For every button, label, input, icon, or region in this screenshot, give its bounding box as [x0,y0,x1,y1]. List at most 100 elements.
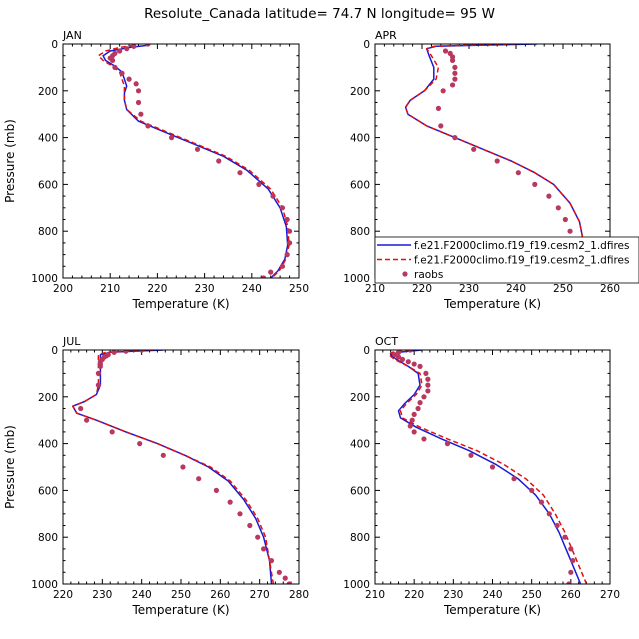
plot-area [404,44,587,278]
x-tick-label: 270 [250,589,270,601]
raobs-point [417,363,423,369]
raobs-point [138,111,144,117]
raobs-point [425,376,431,382]
raobs-point [227,499,233,505]
raobs-point [160,452,166,458]
plot-frame [62,349,300,585]
plot-frame [62,43,300,279]
x-axis-label: Temperature (K) [443,297,541,311]
y-tick-label: 1000 [343,273,370,285]
raobs-point [180,464,186,470]
x-tick-label: 220 [412,283,432,295]
y-tick-label: 600 [350,485,370,497]
raobs-point [194,146,201,152]
series-line-dashed [404,44,586,278]
raobs-point [109,57,116,63]
raobs-point [407,423,413,429]
x-tick-label: 260 [600,283,620,295]
legend-box [374,236,639,284]
raobs-point [546,193,552,199]
x-tick-label: 200 [53,283,73,295]
raobs-point [532,181,538,187]
raobs-point [494,158,500,164]
raobs-point [261,275,267,278]
x-axis-label: Temperature (K) [443,603,541,617]
raobs-point [168,135,175,141]
raobs-point [255,534,261,540]
x-tick-label: 210 [365,589,385,601]
raobs-point [276,569,282,575]
y-axis-label: Pressure (mb) [3,119,17,203]
x-axis-label: Temperature (K) [131,603,229,617]
legend-entry: f.e21.F2000climo.f19_f19.cesm2_1.dfires [377,255,629,267]
raobs-point [411,361,417,367]
legend-entry: f.e21.F2000climo.f19_f19.cesm2_1.dfires [377,240,629,252]
series-raobs [78,350,292,584]
x-tick-label: 240 [482,589,502,601]
series-line-dashed [72,350,275,584]
raobs-point [415,405,421,412]
figure-title: Resolute_Canada latitude= 74.7 N longitu… [144,6,495,22]
raobs-point [452,135,458,141]
y-tick-label: 800 [38,532,58,544]
x-tick-label: 250 [289,283,309,295]
legend: f.e21.F2000climo.f19_f19.cesm2_1.dfiresf… [374,236,639,284]
x-tick-label: 250 [522,589,542,601]
raobs-point [425,382,431,388]
y-tick-label: 400 [350,439,370,451]
x-tick-label: 220 [53,589,73,601]
x-tick-label: 260 [210,589,230,601]
panel-title-jul: JUL [62,335,81,348]
raobs-point [449,82,456,88]
plot-area [72,350,292,584]
x-tick-label: 210 [365,283,385,295]
y-tick-label: 800 [38,226,58,238]
y-tick-label: 0 [51,345,58,357]
raobs-point [286,240,293,246]
raobs-point [568,546,574,552]
x-tick-label: 280 [289,589,309,601]
panel-title-apr: APR [375,29,397,42]
raobs-point [395,350,402,355]
raobs-point [237,511,243,517]
raobs-point [270,193,276,199]
plot-area [387,350,588,584]
raobs-point [452,76,458,82]
raobs-point [112,64,118,70]
raobs-point [284,252,290,258]
raobs-point [489,464,496,470]
raobs-point [286,581,292,584]
raobs-point [119,70,125,76]
raobs-point [421,436,427,442]
raobs-point [442,48,449,54]
series-line-solid [72,350,273,584]
raobs-point [435,105,442,111]
raobs-point [471,146,477,152]
x-tick-label: 230 [459,283,479,295]
y-tick-label: 400 [38,439,58,451]
raobs-point [78,405,84,412]
raobs-point [237,170,243,176]
panel-title-oct: OCT [375,335,398,348]
raobs-point [411,411,417,417]
raobs-point [452,70,458,76]
raobs-point [529,487,535,493]
x-tick-label: 230 [92,589,112,601]
raobs-point [399,356,406,362]
raobs-point [515,170,521,176]
raobs-point [452,64,458,70]
raobs-point [567,228,573,234]
x-tick-label: 220 [404,589,424,601]
raobs-point [449,57,456,63]
panel-title-jan: JAN [62,29,82,42]
raobs-point [135,88,142,94]
y-tick-label: 600 [38,485,58,497]
raobs-point [538,499,545,505]
raobs-point [95,370,101,376]
plot-area [97,44,293,278]
y-tick-label: 400 [350,133,370,145]
raobs-point [268,558,275,564]
panel-oct: OCT 210 220 230 240 250 260 270 0 200 400 600 800 100… [343,335,620,617]
raobs-point [405,359,411,365]
